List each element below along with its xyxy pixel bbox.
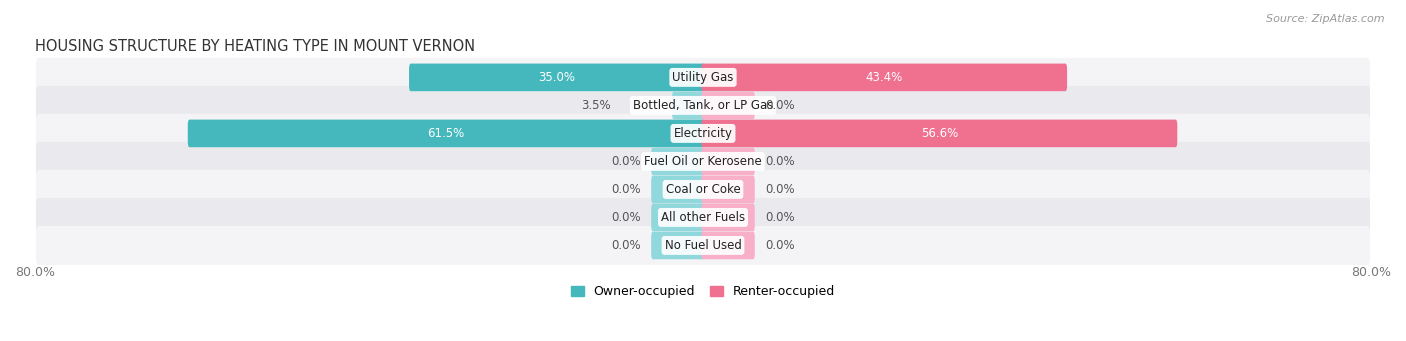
FancyBboxPatch shape [651,148,704,175]
FancyBboxPatch shape [651,232,704,259]
FancyBboxPatch shape [37,170,1369,209]
Text: 3.5%: 3.5% [582,99,612,112]
FancyBboxPatch shape [188,120,704,147]
FancyBboxPatch shape [702,92,755,119]
Text: All other Fuels: All other Fuels [661,211,745,224]
Text: 0.0%: 0.0% [766,183,796,196]
FancyBboxPatch shape [37,58,1369,97]
Text: HOUSING STRUCTURE BY HEATING TYPE IN MOUNT VERNON: HOUSING STRUCTURE BY HEATING TYPE IN MOU… [35,39,475,54]
FancyBboxPatch shape [37,198,1369,237]
Text: Electricity: Electricity [673,127,733,140]
Text: Bottled, Tank, or LP Gas: Bottled, Tank, or LP Gas [633,99,773,112]
Text: 0.0%: 0.0% [766,99,796,112]
FancyBboxPatch shape [702,120,1177,147]
FancyBboxPatch shape [37,86,1369,125]
FancyBboxPatch shape [702,176,755,203]
Text: 0.0%: 0.0% [610,239,640,252]
FancyBboxPatch shape [702,232,755,259]
FancyBboxPatch shape [409,63,704,91]
FancyBboxPatch shape [651,204,704,231]
FancyBboxPatch shape [702,204,755,231]
Text: 61.5%: 61.5% [427,127,465,140]
FancyBboxPatch shape [37,114,1369,153]
FancyBboxPatch shape [37,226,1369,265]
Text: 56.6%: 56.6% [921,127,957,140]
Text: 43.4%: 43.4% [866,71,903,84]
Text: Utility Gas: Utility Gas [672,71,734,84]
Text: 0.0%: 0.0% [610,183,640,196]
Legend: Owner-occupied, Renter-occupied: Owner-occupied, Renter-occupied [571,285,835,298]
FancyBboxPatch shape [651,176,704,203]
Text: Fuel Oil or Kerosene: Fuel Oil or Kerosene [644,155,762,168]
Text: 0.0%: 0.0% [766,211,796,224]
FancyBboxPatch shape [37,142,1369,181]
FancyBboxPatch shape [702,63,1067,91]
Text: 0.0%: 0.0% [610,155,640,168]
Text: No Fuel Used: No Fuel Used [665,239,741,252]
Text: Coal or Coke: Coal or Coke [665,183,741,196]
Text: 35.0%: 35.0% [538,71,575,84]
Text: 0.0%: 0.0% [610,211,640,224]
Text: Source: ZipAtlas.com: Source: ZipAtlas.com [1267,14,1385,24]
FancyBboxPatch shape [702,148,755,175]
Text: 0.0%: 0.0% [766,239,796,252]
Text: 0.0%: 0.0% [766,155,796,168]
FancyBboxPatch shape [672,92,704,119]
